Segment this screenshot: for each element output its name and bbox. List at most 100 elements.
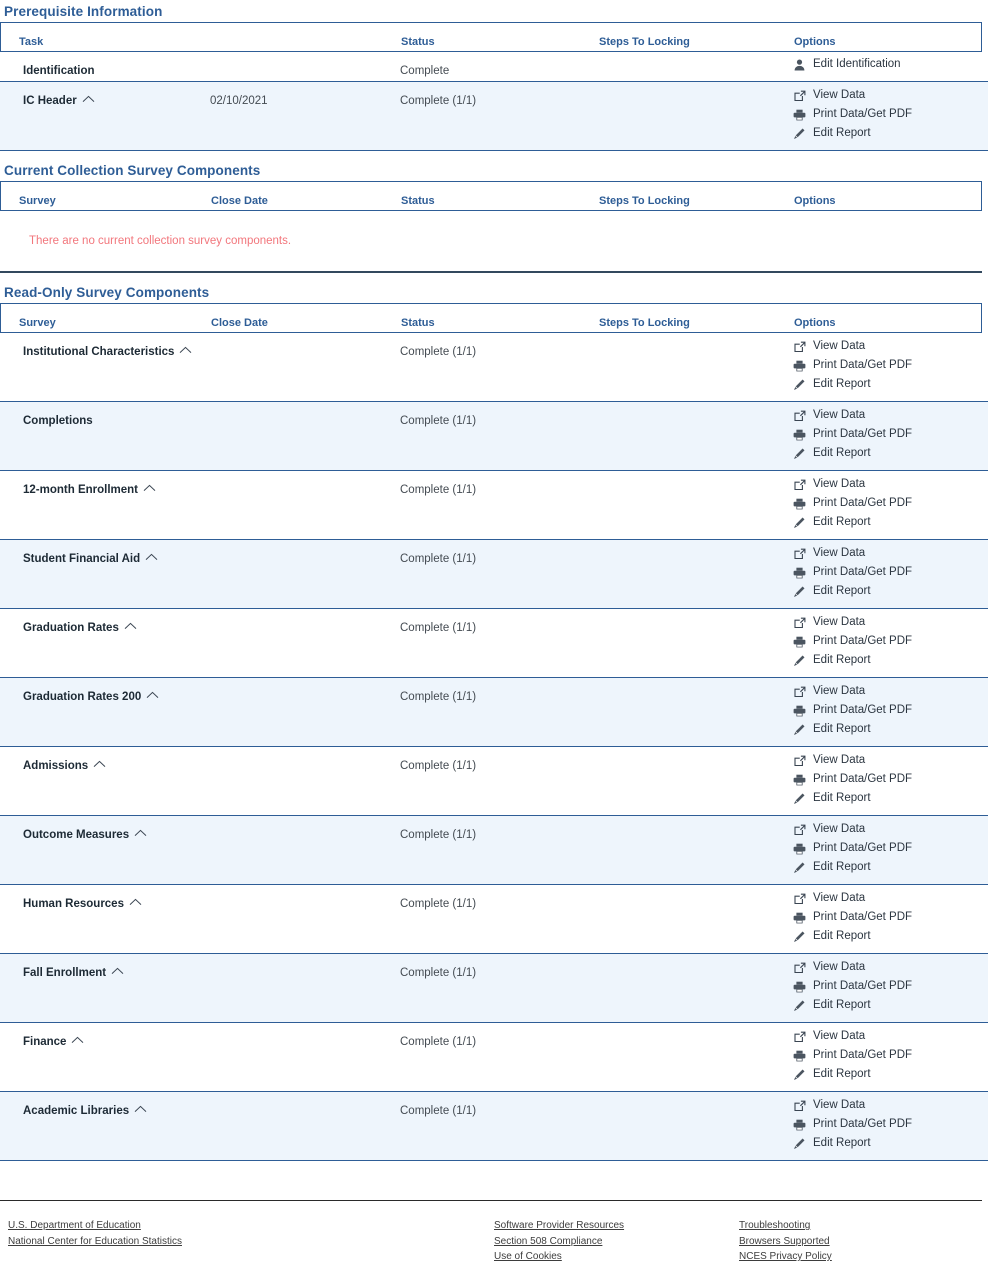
printer-icon: [793, 428, 806, 441]
chevron-up-icon[interactable]: [134, 1105, 147, 1113]
status-cell-label: Complete (1/1): [400, 691, 477, 703]
chevron-up-icon[interactable]: [111, 967, 124, 975]
edit-report-link[interactable]: Edit Report: [793, 720, 979, 739]
chevron-up-icon[interactable]: [71, 1036, 84, 1044]
print-data-get-pdf-link[interactable]: Print Data/Get PDF: [793, 356, 979, 375]
column-header-status: Status: [401, 194, 435, 207]
options-cell: View Data Print Data/Get PDF Edit Report: [793, 609, 979, 677]
option-label: Print Data/Get PDF: [813, 428, 913, 440]
footer-link-browsers-supported[interactable]: Browsers Supported: [739, 1235, 830, 1247]
edit-identification-link[interactable]: Edit Identification: [793, 55, 979, 74]
footer-link-dept-education[interactable]: U.S. Department of Education: [8, 1220, 141, 1231]
view-data-link[interactable]: View Data: [793, 1027, 979, 1046]
footer-link-section-508-compliance[interactable]: Section 508 Compliance: [494, 1235, 603, 1247]
chevron-up-icon[interactable]: [146, 691, 159, 699]
option-label: Print Data/Get PDF: [813, 911, 913, 923]
view-data-link[interactable]: View Data: [793, 613, 979, 632]
external-link-icon: [793, 754, 806, 767]
column-header-status: Status: [401, 316, 435, 329]
chevron-up-icon[interactable]: [93, 760, 106, 768]
view-data-link[interactable]: View Data: [793, 820, 979, 839]
close-date-cell: 02/10/2021: [210, 82, 400, 109]
print-data-get-pdf-link[interactable]: Print Data/Get PDF: [793, 632, 979, 651]
option-label: Print Data/Get PDF: [813, 980, 913, 992]
footer-link-nces-privacy-policy[interactable]: NCES Privacy Policy: [739, 1251, 832, 1262]
footer-link-software-provider-resources[interactable]: Software Provider Resources: [494, 1220, 625, 1231]
print-data-get-pdf-link[interactable]: Print Data/Get PDF: [793, 977, 979, 996]
view-data-link[interactable]: View Data: [793, 1096, 979, 1115]
edit-report-link[interactable]: Edit Report: [793, 1065, 979, 1084]
external-link-icon: [793, 547, 806, 560]
status-cell: Complete (1/1): [400, 471, 598, 498]
footer-link-use-of-cookies[interactable]: Use of Cookies: [494, 1251, 562, 1262]
options-cell: View Data Print Data/Get PDF Edit Report: [793, 1023, 979, 1091]
pencil-icon: [793, 516, 806, 529]
steps-to-locking-cell: [598, 678, 793, 687]
print-data-get-pdf-link[interactable]: Print Data/Get PDF: [793, 1046, 979, 1065]
edit-report-link[interactable]: Edit Report: [793, 996, 979, 1015]
pencil-icon: [793, 792, 806, 805]
edit-report-link[interactable]: Edit Report: [793, 375, 979, 394]
prerequisite-table-body: Identification Complete Edit Identificat…: [0, 52, 988, 151]
survey-name-cell: Completions: [0, 402, 210, 429]
option-label: View Data: [813, 409, 866, 421]
view-data-link[interactable]: View Data: [793, 889, 979, 908]
chevron-up-icon[interactable]: [82, 95, 95, 103]
edit-report-link[interactable]: Edit Report: [793, 582, 979, 601]
edit-report-link[interactable]: Edit Report: [793, 789, 979, 808]
option-label: Print Data/Get PDF: [813, 704, 913, 716]
chevron-up-icon[interactable]: [124, 622, 137, 630]
chevron-up-icon[interactable]: [134, 829, 147, 837]
chevron-up-icon[interactable]: [129, 898, 142, 906]
status-cell-label: Complete (1/1): [400, 346, 477, 358]
print-data-link[interactable]: Print Data/Get PDF: [793, 105, 979, 124]
print-data-get-pdf-link[interactable]: Print Data/Get PDF: [793, 425, 979, 444]
survey-name-cell: Human Resources: [0, 885, 210, 912]
view-data-link[interactable]: View Data: [793, 958, 979, 977]
option-label: Edit Report: [813, 723, 871, 735]
pencil-icon: [793, 447, 806, 460]
option-label: Edit Report: [813, 516, 871, 528]
external-link-icon: [793, 685, 806, 698]
view-data-link[interactable]: View Data: [793, 544, 979, 563]
print-data-get-pdf-link[interactable]: Print Data/Get PDF: [793, 770, 979, 789]
option-label: View Data: [813, 1099, 866, 1111]
survey-name-cell: Outcome Measures: [0, 816, 210, 843]
view-data-link[interactable]: View Data: [793, 86, 979, 105]
edit-report-link[interactable]: Edit Report: [793, 1134, 979, 1153]
status-cell: Complete (1/1): [400, 609, 598, 636]
view-data-link[interactable]: View Data: [793, 406, 979, 425]
edit-report-link[interactable]: Edit Report: [793, 651, 979, 670]
print-data-get-pdf-link[interactable]: Print Data/Get PDF: [793, 1115, 979, 1134]
print-data-get-pdf-link[interactable]: Print Data/Get PDF: [793, 839, 979, 858]
chevron-up-icon[interactable]: [145, 553, 158, 561]
print-data-get-pdf-link[interactable]: Print Data/Get PDF: [793, 563, 979, 582]
chevron-up-icon[interactable]: [143, 484, 156, 492]
options-cell: Edit Identification: [793, 52, 979, 81]
footer-column-resources: Software Provider Resources Section 508 …: [494, 1218, 739, 1265]
view-data-link[interactable]: View Data: [793, 751, 979, 770]
status-cell: Complete (1/1): [400, 540, 598, 567]
print-data-get-pdf-link[interactable]: Print Data/Get PDF: [793, 701, 979, 720]
edit-report-link[interactable]: Edit Report: [793, 927, 979, 946]
options-cell: View Data Print Data/Get PDF Edit Report: [793, 82, 979, 150]
edit-report-link[interactable]: Edit Report: [793, 858, 979, 877]
options-cell: View Data Print Data/Get PDF Edit Report: [793, 402, 979, 470]
chevron-up-icon[interactable]: [179, 346, 192, 354]
view-data-link[interactable]: View Data: [793, 337, 979, 356]
print-data-get-pdf-link[interactable]: Print Data/Get PDF: [793, 908, 979, 927]
close-date-label: 02/10/2021: [210, 95, 268, 107]
footer-link-troubleshooting[interactable]: Troubleshooting: [739, 1220, 811, 1231]
edit-report-link[interactable]: Edit Report: [793, 444, 979, 463]
view-data-label: View Data: [813, 89, 866, 101]
options-cell: View Data Print Data/Get PDF Edit Report: [793, 954, 979, 1022]
view-data-link[interactable]: View Data: [793, 682, 979, 701]
view-data-link[interactable]: View Data: [793, 475, 979, 494]
option-label: Edit Report: [813, 999, 871, 1011]
footer-link-nces[interactable]: National Center for Education Statistics: [8, 1235, 182, 1247]
print-data-get-pdf-link[interactable]: Print Data/Get PDF: [793, 494, 979, 513]
footer-divider: [0, 1200, 982, 1201]
edit-report-link[interactable]: Edit Report: [793, 513, 979, 532]
edit-report-link[interactable]: Edit Report: [793, 124, 979, 143]
printer-icon: [793, 911, 806, 924]
